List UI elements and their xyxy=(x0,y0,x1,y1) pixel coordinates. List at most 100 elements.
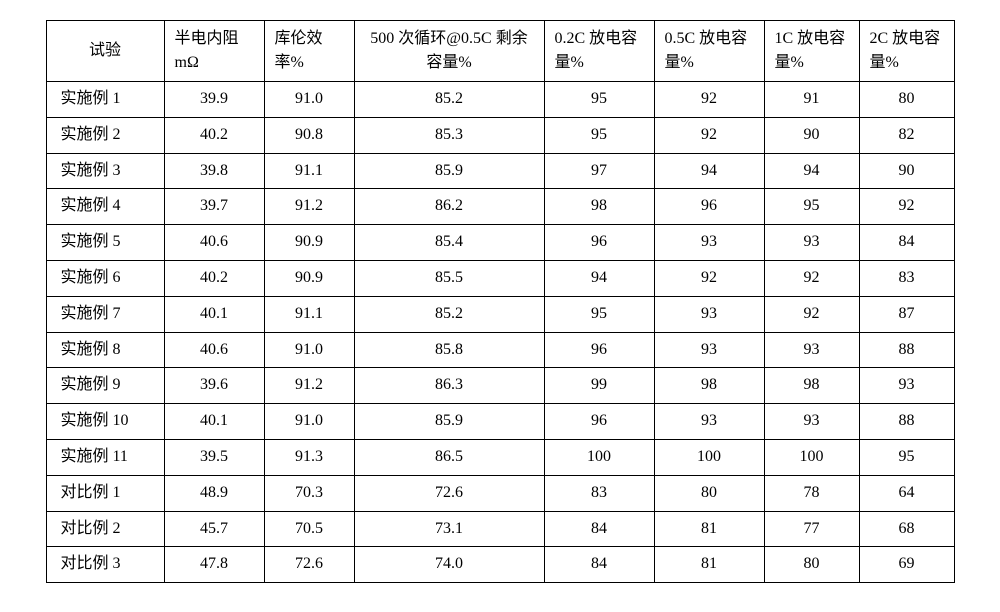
table-cell: 85.9 xyxy=(354,404,544,440)
table-row: 实施例 139.991.085.295929180 xyxy=(46,82,954,118)
table-cell: 88 xyxy=(859,332,954,368)
table-cell: 实施例 8 xyxy=(46,332,164,368)
table-cell: 85.5 xyxy=(354,260,544,296)
table-row: 实施例 1040.191.085.996939388 xyxy=(46,404,954,440)
table-cell: 93 xyxy=(764,225,859,261)
table-cell: 91.1 xyxy=(264,153,354,189)
table-cell: 实施例 9 xyxy=(46,368,164,404)
table-cell: 80 xyxy=(654,475,764,511)
table-cell: 84 xyxy=(544,547,654,583)
table-cell: 92 xyxy=(654,117,764,153)
table-cell: 78 xyxy=(764,475,859,511)
table-cell: 91.3 xyxy=(264,439,354,475)
table-cell: 对比例 1 xyxy=(46,475,164,511)
header-cell-resistance: 半电内阻 mΩ xyxy=(164,21,264,82)
table-cell: 80 xyxy=(859,82,954,118)
table-cell: 40.1 xyxy=(164,296,264,332)
table-cell: 40.1 xyxy=(164,404,264,440)
table-cell: 64 xyxy=(859,475,954,511)
table-cell: 85.8 xyxy=(354,332,544,368)
table-cell: 88 xyxy=(859,404,954,440)
table-row: 对比例 347.872.674.084818069 xyxy=(46,547,954,583)
table-row: 对比例 245.770.573.184817768 xyxy=(46,511,954,547)
table-cell: 81 xyxy=(654,511,764,547)
table-cell: 81 xyxy=(654,547,764,583)
table-cell: 对比例 3 xyxy=(46,547,164,583)
table-cell: 91.0 xyxy=(264,404,354,440)
table-cell: 95 xyxy=(764,189,859,225)
table-cell: 74.0 xyxy=(354,547,544,583)
table-cell: 92 xyxy=(859,189,954,225)
table-cell: 69 xyxy=(859,547,954,583)
data-table: 试验 半电内阻 mΩ 库伦效率% 500 次循环@0.5C 剩余容量% 0.2C… xyxy=(46,20,955,583)
table-row: 实施例 240.290.885.395929082 xyxy=(46,117,954,153)
header-cell-test: 试验 xyxy=(46,21,164,82)
table-cell: 实施例 1 xyxy=(46,82,164,118)
header-cell-2c: 2C 放电容量% xyxy=(859,21,954,82)
table-cell: 96 xyxy=(654,189,764,225)
table-cell: 92 xyxy=(764,260,859,296)
table-cell: 86.3 xyxy=(354,368,544,404)
table-cell: 实施例 10 xyxy=(46,404,164,440)
table-cell: 90 xyxy=(859,153,954,189)
table-cell: 73.1 xyxy=(354,511,544,547)
table-cell: 实施例 3 xyxy=(46,153,164,189)
table-cell: 86.2 xyxy=(354,189,544,225)
table-cell: 91.0 xyxy=(264,332,354,368)
table-cell: 84 xyxy=(859,225,954,261)
table-cell: 90.9 xyxy=(264,225,354,261)
table-cell: 93 xyxy=(654,296,764,332)
table-cell: 72.6 xyxy=(354,475,544,511)
table-cell: 85.2 xyxy=(354,82,544,118)
table-cell: 48.9 xyxy=(164,475,264,511)
table-cell: 86.5 xyxy=(354,439,544,475)
table-cell: 96 xyxy=(544,404,654,440)
table-row: 实施例 740.191.185.295939287 xyxy=(46,296,954,332)
table-cell: 100 xyxy=(544,439,654,475)
table-cell: 实施例 5 xyxy=(46,225,164,261)
table-cell: 95 xyxy=(544,117,654,153)
table-cell: 70.3 xyxy=(264,475,354,511)
table-cell: 实施例 11 xyxy=(46,439,164,475)
table-cell: 83 xyxy=(859,260,954,296)
table-cell: 实施例 7 xyxy=(46,296,164,332)
table-cell: 98 xyxy=(764,368,859,404)
table-cell: 39.7 xyxy=(164,189,264,225)
table-cell: 90.8 xyxy=(264,117,354,153)
table-cell: 47.8 xyxy=(164,547,264,583)
table-cell: 77 xyxy=(764,511,859,547)
table-cell: 95 xyxy=(544,296,654,332)
table-cell: 82 xyxy=(859,117,954,153)
table-cell: 40.2 xyxy=(164,260,264,296)
table-cell: 91 xyxy=(764,82,859,118)
table-cell: 98 xyxy=(544,189,654,225)
table-cell: 对比例 2 xyxy=(46,511,164,547)
table-cell: 100 xyxy=(654,439,764,475)
table-cell: 96 xyxy=(544,332,654,368)
table-cell: 91.1 xyxy=(264,296,354,332)
table-cell: 45.7 xyxy=(164,511,264,547)
table-cell: 99 xyxy=(544,368,654,404)
header-cell-1c: 1C 放电容量% xyxy=(764,21,859,82)
table-cell: 91.2 xyxy=(264,189,354,225)
table-row: 实施例 439.791.286.298969592 xyxy=(46,189,954,225)
table-body: 实施例 139.991.085.295929180实施例 240.290.885… xyxy=(46,82,954,583)
table-cell: 90.9 xyxy=(264,260,354,296)
table-row: 实施例 840.691.085.896939388 xyxy=(46,332,954,368)
table-cell: 39.5 xyxy=(164,439,264,475)
header-cell-cycle: 500 次循环@0.5C 剩余容量% xyxy=(354,21,544,82)
table-cell: 93 xyxy=(654,332,764,368)
table-cell: 68 xyxy=(859,511,954,547)
table-cell: 实施例 6 xyxy=(46,260,164,296)
table-cell: 93 xyxy=(859,368,954,404)
table-cell: 92 xyxy=(654,82,764,118)
table-cell: 95 xyxy=(859,439,954,475)
table-cell: 93 xyxy=(764,404,859,440)
table-cell: 70.5 xyxy=(264,511,354,547)
table-cell: 85.9 xyxy=(354,153,544,189)
table-cell: 39.6 xyxy=(164,368,264,404)
table-cell: 84 xyxy=(544,511,654,547)
table-cell: 92 xyxy=(654,260,764,296)
table-cell: 83 xyxy=(544,475,654,511)
table-cell: 39.8 xyxy=(164,153,264,189)
